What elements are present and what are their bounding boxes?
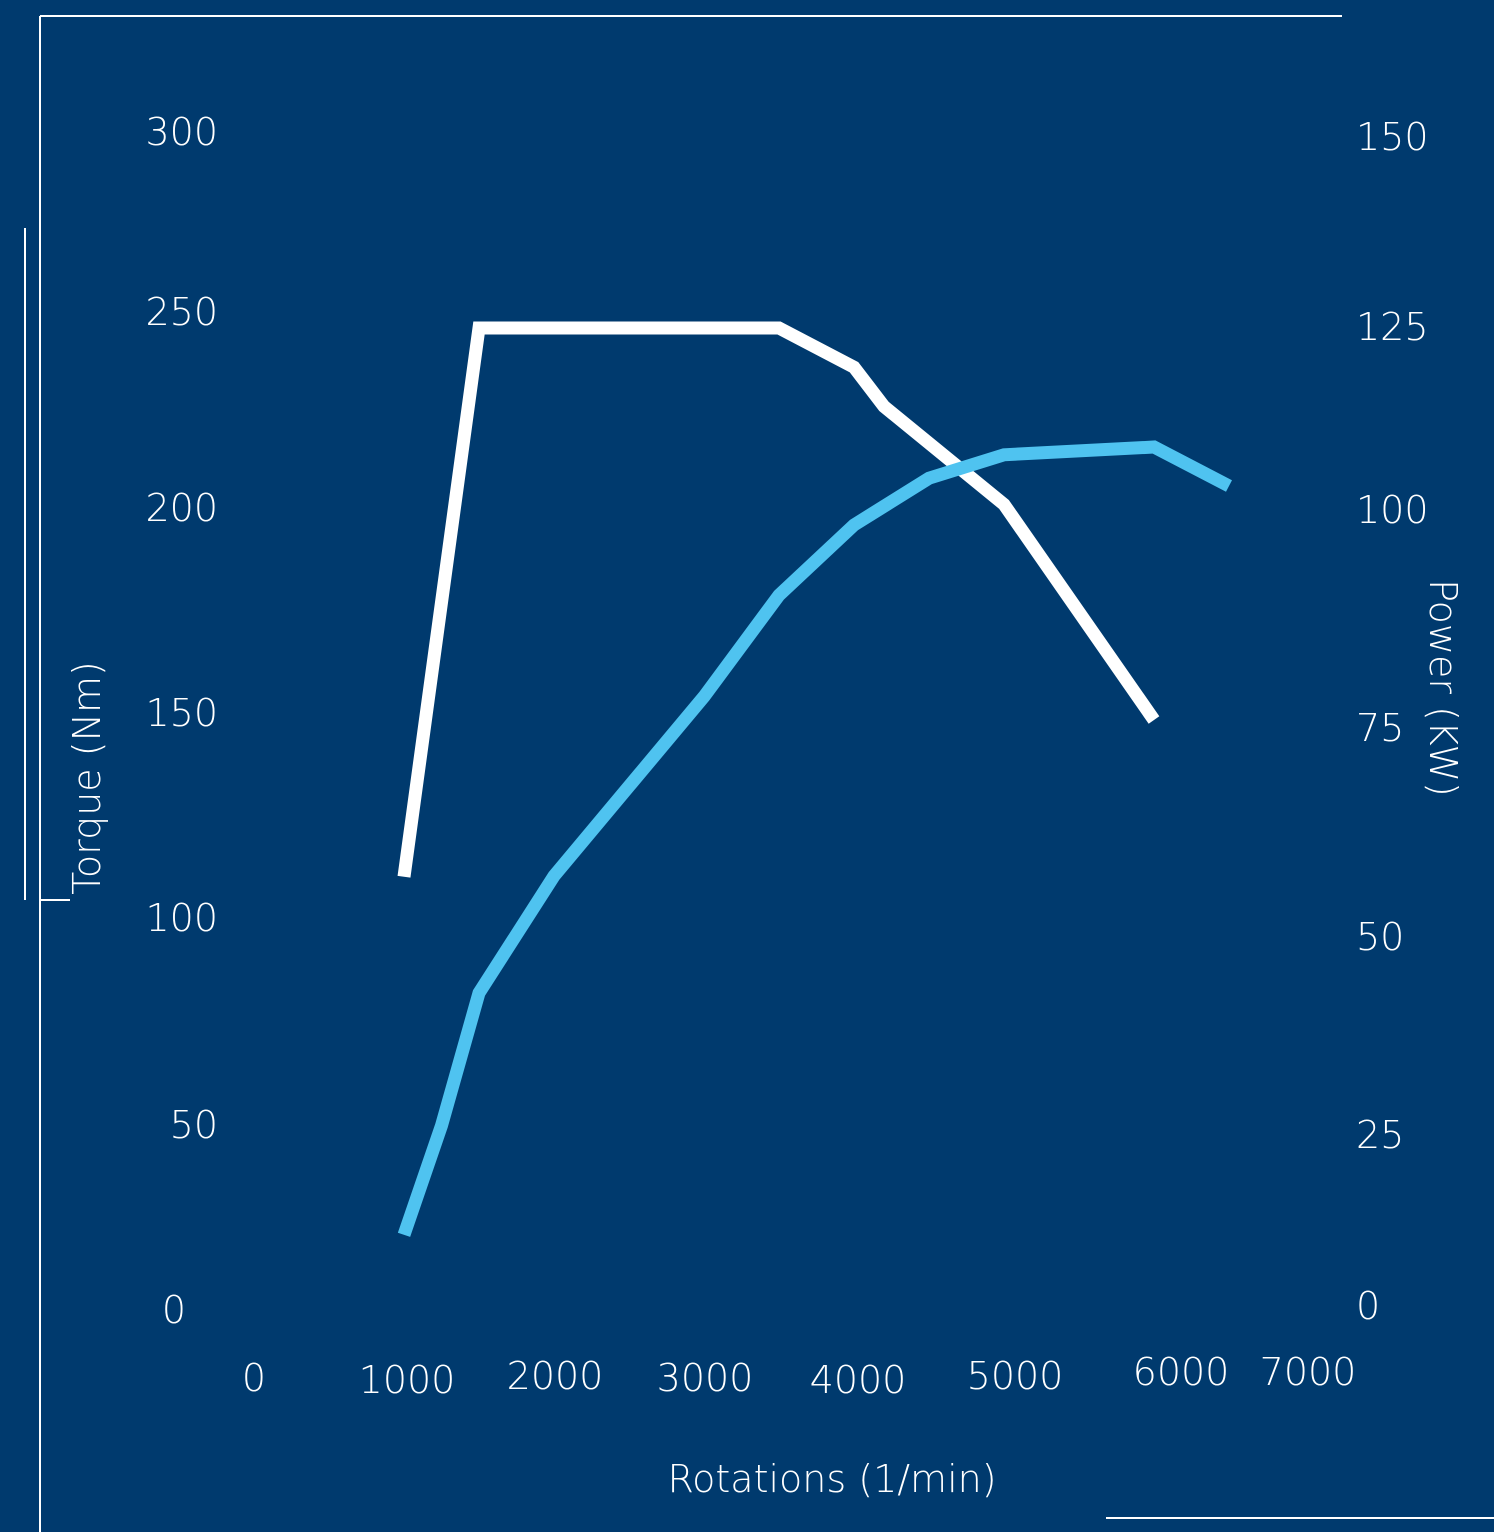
y-right-tick-label: 100 [1356,488,1429,532]
y-left-tick-label: 250 [145,290,218,334]
y-axis-left-title: Torque (Nm) [65,661,109,895]
y-left-tick-label: 200 [145,486,218,530]
x-axis-title: Rotations (1/min) [667,1457,996,1501]
y-right-tick-label: 50 [1356,915,1404,959]
x-tick-label: 2000 [507,1354,604,1398]
left-axis-ticks: 0 50 100 150 200 250 300 [145,110,218,1332]
frame [24,15,1494,1532]
y-right-tick-label: 75 [1356,706,1404,750]
y-left-tick-label: 0 [162,1288,186,1332]
y-axis-right-title: Power (KW) [1421,579,1465,797]
y-right-tick-label: 25 [1356,1113,1404,1157]
power-series-line [397,440,1232,1237]
torque-series-line [397,321,1160,878]
x-tick-label: 6000 [1133,1350,1230,1394]
y-right-tick-label: 125 [1356,305,1429,349]
y-left-tick-label: 150 [145,691,218,735]
y-right-tick-label: 150 [1356,115,1429,159]
y-right-tick-label: 0 [1356,1284,1380,1328]
right-axis-ticks: 0 25 50 75 100 125 150 [1356,115,1429,1328]
x-tick-label: 3000 [657,1356,754,1400]
x-tick-label: 5000 [967,1354,1064,1398]
x-axis-ticks: 0 1000 2000 3000 4000 5000 6000 7000 [242,1350,1356,1402]
series-layer [397,321,1232,1237]
x-tick-label: 7000 [1260,1350,1357,1394]
y-left-tick-label: 50 [170,1103,218,1147]
x-tick-label: 1000 [359,1358,456,1402]
x-tick-label: 0 [242,1356,266,1400]
y-left-tick-label: 300 [145,110,218,154]
y-left-tick-label: 100 [145,896,218,940]
x-tick-label: 4000 [810,1358,907,1402]
